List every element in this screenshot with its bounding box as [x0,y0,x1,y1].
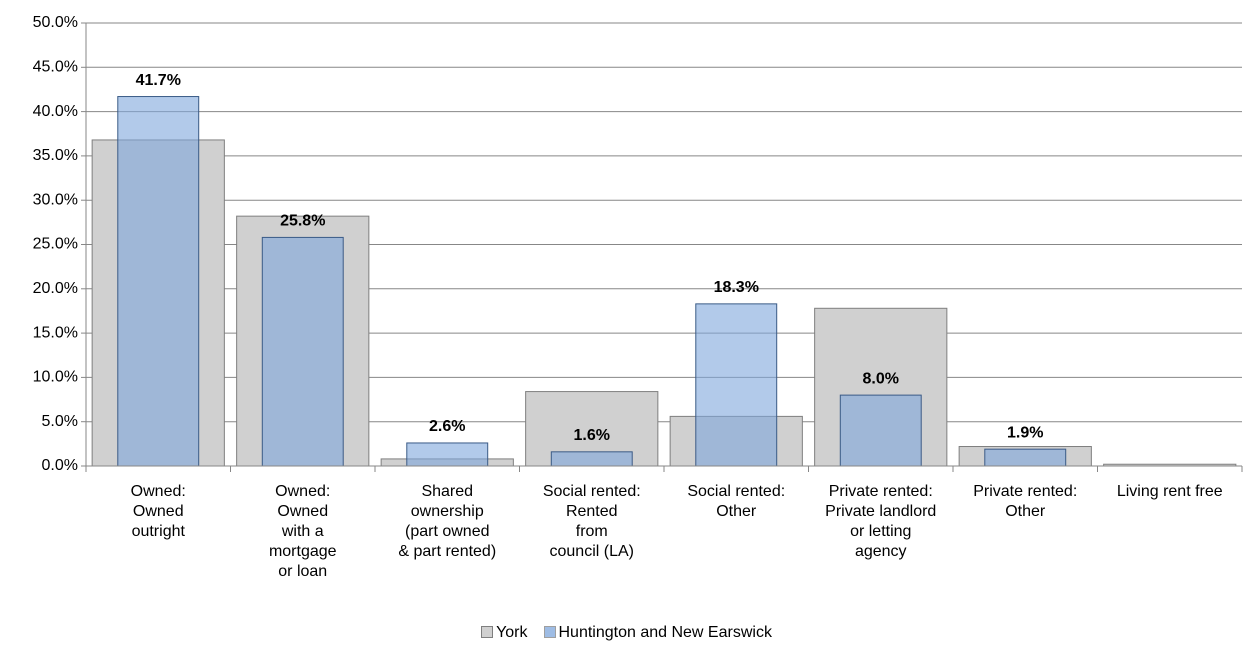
bar [406,442,489,467]
y-tick-label: 15.0% [33,324,78,341]
legend: York Huntington and New Earswick [0,624,1253,642]
y-tick-label: 40.0% [33,103,78,120]
legend-label: York [496,624,528,641]
legend-item: Huntington and New Earswick [543,624,772,641]
y-tick-label: 30.0% [33,191,78,208]
x-tick-label: Owned: Owned outright [130,483,186,540]
legend-swatch [481,626,494,638]
data-label: 1.6% [574,427,610,444]
x-tick-label: Shared ownership (part owned & part rent… [398,483,497,560]
legend-label: Huntington and New Earswick [558,624,772,641]
y-tick-label: 10.0% [33,369,78,386]
x-tick-label: Living rent free [1116,483,1223,500]
x-tick-label: Owned: Owned with a mortgage or loan [268,483,337,580]
x-tick-label: Social rented: Other [687,483,786,520]
y-tick-label: 35.0% [33,147,78,164]
x-tick-label: Social rented: Rented from council (LA) [542,483,641,560]
y-tick-label: 25.0% [33,236,78,253]
y-tick-label: 5.0% [42,413,78,430]
bar [839,394,922,467]
x-tick-label: Private rented: Private landlord or lett… [825,483,937,560]
y-tick-label: 45.0% [33,59,78,76]
data-label: 2.6% [429,418,465,435]
data-label: 25.8% [280,213,325,230]
bar [550,451,633,467]
data-label: 18.3% [714,279,759,296]
bar [261,236,344,467]
data-label: 8.0% [863,370,899,387]
y-tick-label: 20.0% [33,280,78,297]
data-label: 1.9% [1007,424,1043,441]
bar [695,303,778,467]
y-tick-label: 0.0% [42,457,78,474]
legend-swatch [543,626,556,638]
data-label: 41.7% [136,72,181,89]
x-tick-label: Private rented: Other [973,483,1078,520]
y-tick-label: 50.0% [33,14,78,31]
bar [117,96,200,467]
bar [984,448,1067,467]
legend-item: York [481,624,528,641]
